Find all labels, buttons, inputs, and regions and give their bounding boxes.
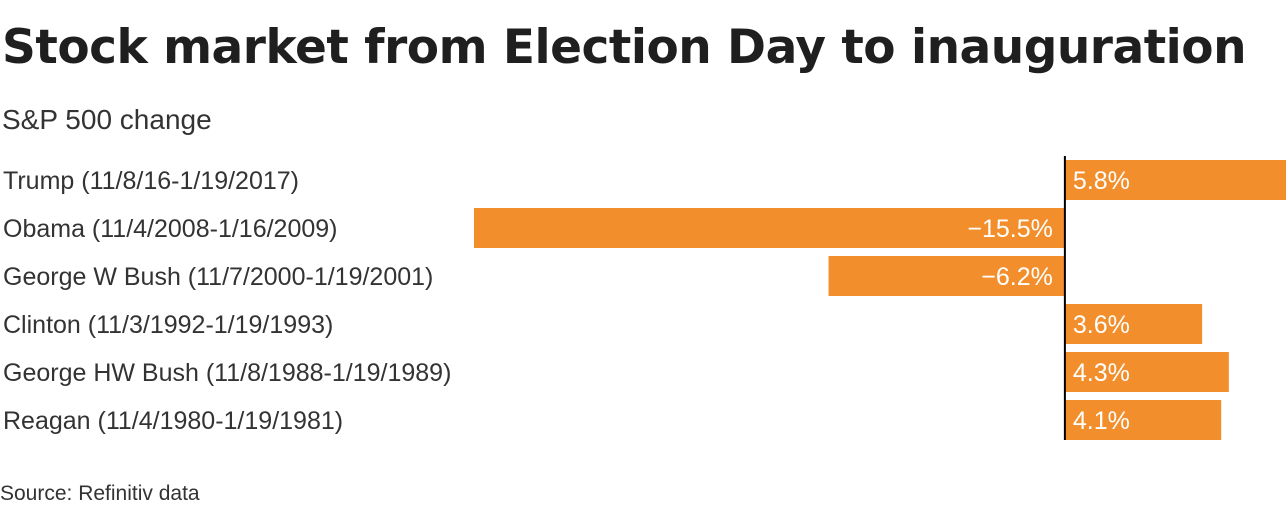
bar (1064, 304, 1203, 344)
category-label: Trump (11/8/16-1/19/2017) (3, 167, 299, 195)
chart-subtitle: S&P 500 change (2, 104, 212, 135)
bar-chart: Trump (11/8/16-1/19/2017) 5.8% Obama (11/4… (3, 156, 1286, 440)
category-label: Reagan (11/4/1980-1/19/1981) (3, 407, 343, 435)
value-label: 3.6% (1073, 311, 1130, 339)
bar (1064, 160, 1286, 200)
bar (474, 208, 1065, 248)
category-label: Obama (11/4/2008-1/16/2009) (3, 215, 338, 243)
value-label: 4.1% (1073, 407, 1130, 435)
category-label: George HW Bush (11/8/1988-1/19/1989) (3, 359, 451, 387)
chart-title: Stock market from Election Day to inaugu… (2, 20, 1247, 75)
bar (1064, 400, 1222, 440)
source-note: Source: Refinitiv data (0, 482, 200, 505)
bar (828, 256, 1065, 296)
value-label: 5.8% (1073, 167, 1130, 195)
category-label: George W Bush (11/7/2000-1/19/2001) (3, 263, 433, 291)
value-label: −15.5% (967, 215, 1053, 243)
value-label: −6.2% (981, 263, 1053, 291)
category-label: Clinton (11/3/1992-1/19/1993) (3, 311, 333, 339)
value-label: 4.3% (1073, 359, 1130, 387)
bar (1064, 352, 1229, 392)
